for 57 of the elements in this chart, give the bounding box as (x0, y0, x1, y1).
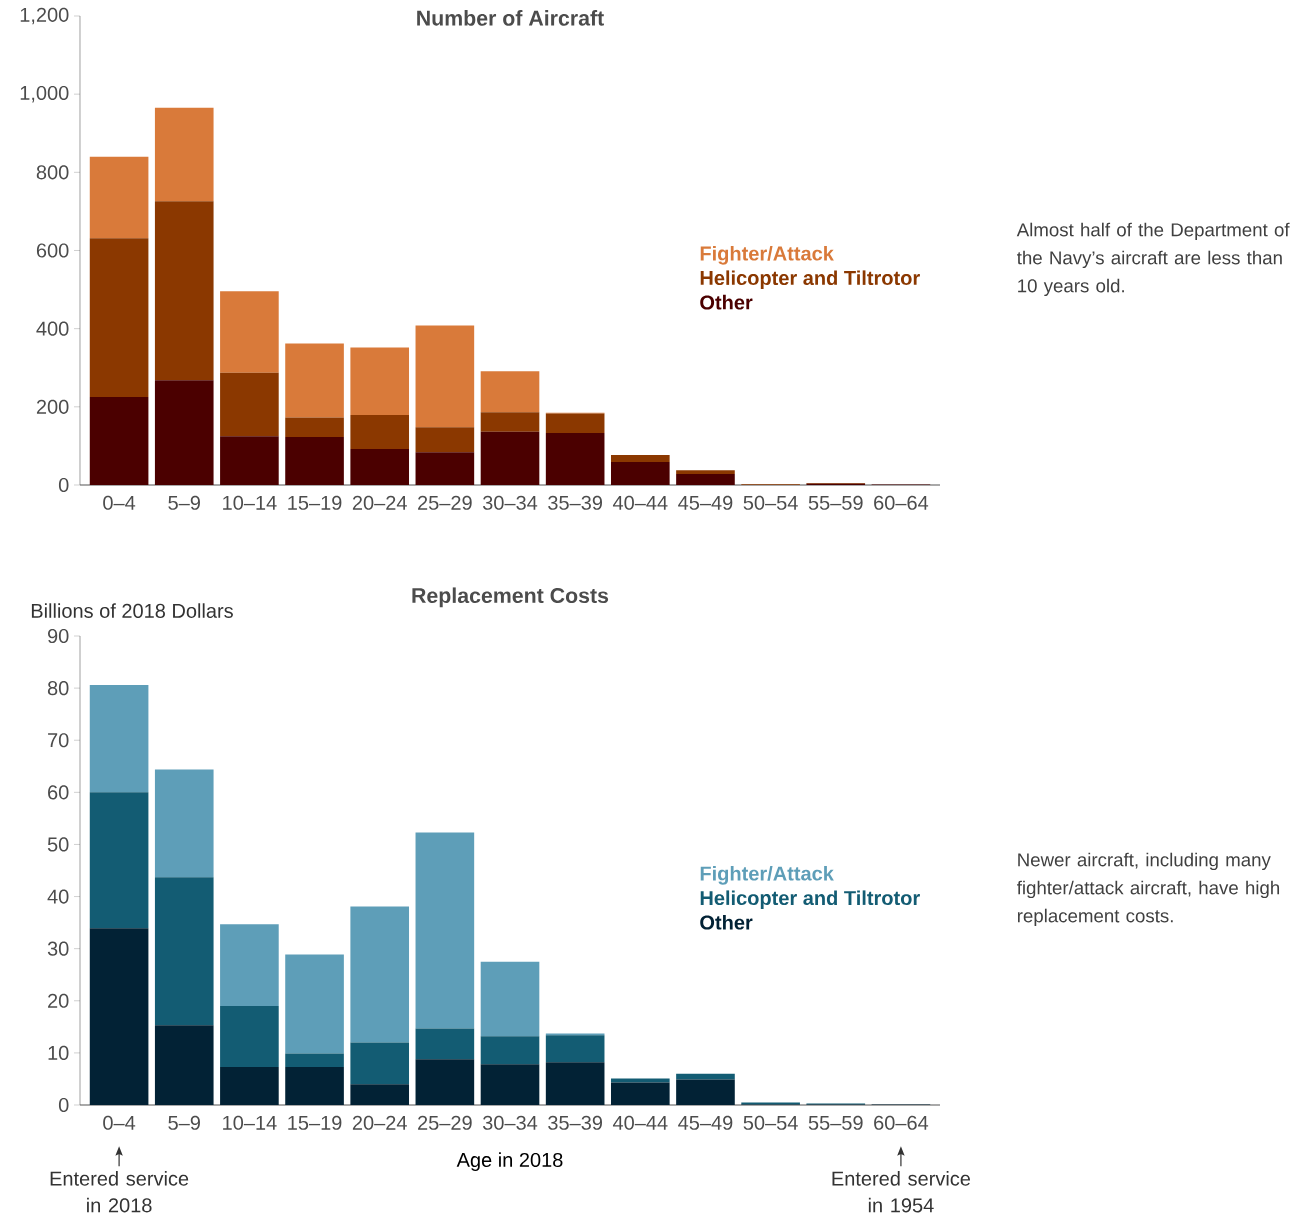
x-tick-label: 60–64 (874, 495, 929, 510)
x-tick-label: 5–9 (168, 495, 200, 510)
x-tick-label: 40–44 (612, 1115, 668, 1130)
x-tick-label: 55–59 (808, 1115, 863, 1130)
y-tick-label: 800 (36, 165, 69, 180)
y-tick-label: 30 (47, 941, 69, 956)
chart-title: Replacement Costs (412, 587, 609, 608)
x-tick-label: 0–4 (103, 495, 136, 510)
x-tick-label: 10–14 (223, 495, 277, 510)
y-tick-label: 50 (47, 837, 69, 852)
x-tick-label: 0–4 (103, 1115, 136, 1130)
y-tick-label: 10 (48, 1045, 69, 1060)
x-tick-label: 35–39 (548, 495, 602, 510)
text: Almost half of the Department of the Navy’s aircraft are less than 10 years old. (1016, 222, 1290, 297)
x-tick-label: 30–34 (482, 1115, 538, 1130)
y-tick-label: 60 (48, 785, 69, 800)
x-tick-label: 50–54 (743, 495, 798, 510)
x-tick-label: 10–14 (223, 1115, 277, 1130)
y-tick-label: 20 (48, 993, 69, 1008)
y-tick-label: 70 (48, 733, 69, 748)
y-tick-label: 1,000 (20, 85, 69, 103)
y-axis-title: Billions of 2018 Dollars (31, 603, 233, 618)
x-tick-label: 40–44 (612, 495, 668, 510)
y-tick-label: 600 (36, 243, 69, 258)
x-tick-label: 25–29 (418, 1115, 472, 1130)
x-tick-label: 15–19 (288, 1115, 342, 1130)
x-tick-label: 25–29 (418, 495, 472, 510)
text: Other (700, 294, 753, 310)
x-tick-label: 45–49 (678, 495, 733, 510)
x-tick-label: 15–19 (288, 495, 342, 510)
y-tick-label: 200 (36, 399, 69, 414)
text: Entered service in 1954 (832, 1171, 971, 1213)
y-tick-label: 90 (47, 628, 69, 644)
chart-title: Number of Aircraft (417, 10, 604, 26)
text: Helicopter and Tiltrotor (700, 270, 920, 290)
x-tick-label: 60–64 (874, 1115, 929, 1130)
text: Entered service in 2018 (50, 1171, 189, 1213)
y-tick-label: 1,200 (20, 7, 69, 25)
text: Newer aircraft, including many fighter/attack aircraft, have high replacement costs. (1017, 852, 1280, 927)
y-tick-label: 80 (47, 681, 69, 696)
x-tick-label: 20–24 (352, 1115, 407, 1130)
x-tick-label: 50–54 (743, 1115, 798, 1130)
x-tick-label: 5–9 (168, 1115, 200, 1130)
x-tick-label: 35–39 (548, 1115, 602, 1130)
text: Fighter/Attack (700, 865, 834, 885)
x-axis-title: Age in 2018 (456, 1152, 563, 1171)
y-tick-label: 0 (58, 477, 69, 493)
x-tick-label: 30–34 (482, 495, 538, 510)
y-tick-label: 0 (58, 1097, 69, 1113)
x-tick-label: 55–59 (808, 495, 863, 510)
x-tick-label: 45–49 (678, 1115, 733, 1130)
text: Fighter/Attack (700, 245, 834, 265)
x-tick-label: 20–24 (352, 495, 407, 510)
y-tick-label: 400 (36, 321, 69, 336)
text: Other (700, 914, 753, 930)
text: Helicopter and Tiltrotor (700, 890, 920, 910)
y-tick-label: 40 (47, 889, 69, 904)
